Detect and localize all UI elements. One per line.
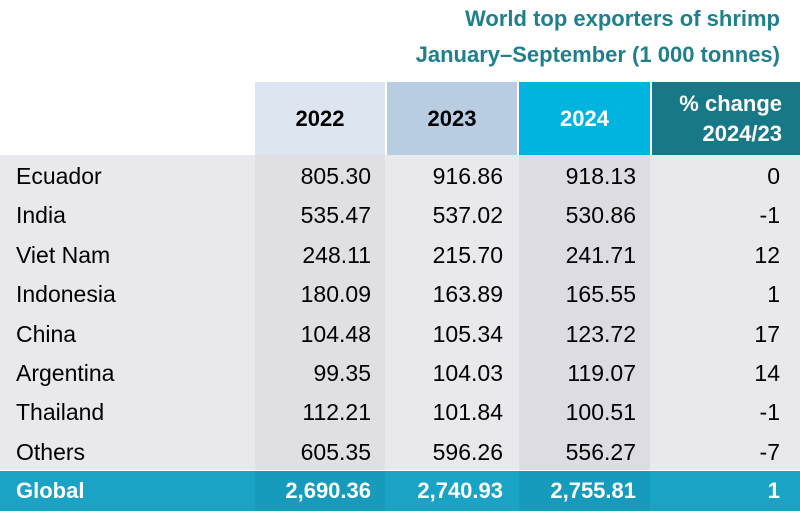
row-value-2024: 241.71 [565,241,636,268]
row-country: India [16,202,66,229]
column-2022-background [255,155,385,470]
row-value-2024: 556.27 [565,438,636,465]
row-value-2022: 535.47 [300,202,371,229]
row-value-2024: 100.51 [565,399,636,426]
row-country: Viet Nam [16,241,111,268]
header-percent-change: % change 2024/23 [652,82,800,155]
row-value-2023: 596.26 [432,438,503,465]
table-title: World top exporters of shrimp [465,6,780,31]
row-value-change: -1 [759,202,780,229]
row-country: Argentina [16,360,115,386]
row-value-2022: 805.30 [300,163,371,189]
column-2024-background [519,155,650,470]
row-value-2023: 105.34 [432,320,503,347]
row-value-2023: 215.70 [432,241,503,268]
row-value-2024: 123.72 [565,320,636,347]
row-value-2022: 180.09 [300,281,371,308]
footer-change: 1 [767,478,780,503]
table-subtitle: January–September (1 000 tonnes) [415,42,780,67]
header-2023: 2023 [387,82,517,155]
row-country: Ecuador [16,163,102,189]
row-value-change: 1 [767,281,780,308]
footer-2022-background [255,471,385,511]
row-value-2022: 605.35 [300,438,371,465]
row-value-2022: 112.21 [302,399,371,426]
footer-2023: 2,740.93 [417,478,503,503]
row-value-2023: 104.03 [432,360,503,386]
footer-2024-background [519,471,650,511]
row-value-2024: 119.07 [567,360,636,386]
footer-row-background [0,471,800,511]
column-change-background [652,155,800,470]
row-country: Indonesia [16,281,116,308]
footer-2022: 2,690.36 [285,478,371,503]
header-2024: 2024 [519,82,650,155]
row-value-change: -1 [759,399,780,426]
row-value-change: 12 [754,241,780,268]
row-value-2024: 530.86 [565,202,636,229]
row-value-2022: 104.48 [300,320,371,347]
row-value-change: -7 [759,438,780,465]
row-value-2023: 537.02 [432,202,503,229]
row-country: China [16,320,77,347]
row-value-2022: 99.35 [313,360,371,386]
row-value-2024: 918.13 [565,163,636,189]
row-value-change: 17 [754,320,780,347]
row-value-change: 14 [754,360,780,386]
footer-2024: 2,755.81 [550,478,636,503]
column-2023-background [387,155,517,470]
row-value-2023: 163.89 [432,281,503,308]
row-country: Others [16,438,86,465]
row-value-2023: 101.84 [432,399,503,426]
header-2022: 2022 [255,82,385,155]
row-value-change: 0 [767,163,780,189]
row-value-2022: 248.11 [302,241,371,268]
row-country: Thailand [16,399,105,426]
row-value-2024: 165.55 [565,281,636,308]
footer-label: Global [16,478,85,503]
row-value-2023: 916.86 [432,163,503,189]
